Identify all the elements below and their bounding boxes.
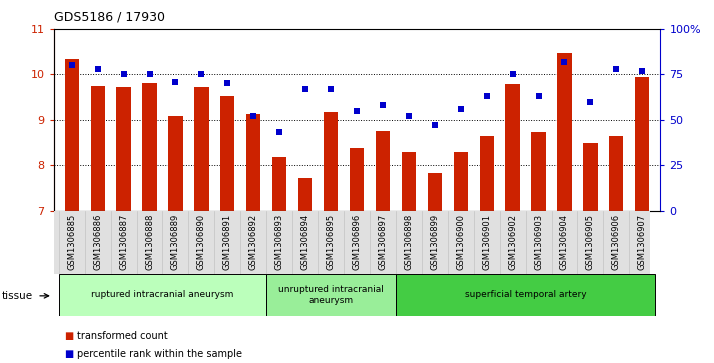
Point <box>481 93 493 99</box>
Bar <box>635 77 650 211</box>
Point <box>273 130 285 135</box>
Bar <box>59 274 266 316</box>
Point <box>221 81 233 86</box>
Text: GSM1306899: GSM1306899 <box>431 214 439 270</box>
Text: GSM1306906: GSM1306906 <box>612 214 621 270</box>
Point <box>585 99 596 105</box>
Text: GSM1306900: GSM1306900 <box>456 214 466 270</box>
Bar <box>531 132 545 211</box>
Point <box>455 106 466 112</box>
Text: GSM1306897: GSM1306897 <box>378 214 388 270</box>
Text: unruptured intracranial
aneurysm: unruptured intracranial aneurysm <box>278 285 384 305</box>
Text: GSM1306888: GSM1306888 <box>145 214 154 270</box>
Bar <box>266 274 396 316</box>
Text: GSM1306905: GSM1306905 <box>586 214 595 270</box>
Text: GSM1306890: GSM1306890 <box>197 214 206 270</box>
Text: superficial temporal artery: superficial temporal artery <box>465 290 586 299</box>
Text: GSM1306904: GSM1306904 <box>560 214 569 270</box>
Text: GSM1306886: GSM1306886 <box>93 214 102 270</box>
Bar <box>396 274 655 316</box>
Text: GSM1306907: GSM1306907 <box>638 214 647 270</box>
Point <box>196 72 207 77</box>
Bar <box>194 87 208 211</box>
Text: GSM1306887: GSM1306887 <box>119 214 128 270</box>
Text: GSM1306903: GSM1306903 <box>534 214 543 270</box>
Bar <box>169 116 183 211</box>
Bar <box>480 136 494 211</box>
Bar <box>116 87 131 211</box>
Bar <box>220 96 234 211</box>
Bar <box>609 136 623 211</box>
Point <box>170 79 181 85</box>
Text: transformed count: transformed count <box>77 331 168 341</box>
Bar <box>246 114 261 211</box>
Point <box>637 68 648 74</box>
Point <box>144 72 155 77</box>
Bar <box>376 131 390 211</box>
Point <box>248 113 259 119</box>
Bar <box>506 85 520 211</box>
Point <box>92 66 104 72</box>
Text: GSM1306898: GSM1306898 <box>404 214 413 270</box>
Bar <box>428 173 442 211</box>
Text: GSM1306896: GSM1306896 <box>353 214 361 270</box>
Point <box>533 93 544 99</box>
Point <box>507 72 518 77</box>
Point <box>299 86 311 92</box>
Text: GDS5186 / 17930: GDS5186 / 17930 <box>54 11 164 24</box>
Bar <box>91 86 105 211</box>
Bar <box>558 53 572 211</box>
Bar <box>402 152 416 211</box>
Text: GSM1306901: GSM1306901 <box>482 214 491 270</box>
Text: GSM1306902: GSM1306902 <box>508 214 517 270</box>
Text: GSM1306889: GSM1306889 <box>171 214 180 270</box>
Bar <box>583 143 598 211</box>
Text: GSM1306893: GSM1306893 <box>275 214 283 270</box>
Point <box>326 86 337 92</box>
Text: GSM1306891: GSM1306891 <box>223 214 232 270</box>
Text: GSM1306894: GSM1306894 <box>301 214 310 270</box>
Point <box>429 122 441 128</box>
Text: percentile rank within the sample: percentile rank within the sample <box>77 349 242 359</box>
Bar <box>64 58 79 211</box>
Text: GSM1306885: GSM1306885 <box>67 214 76 270</box>
Point <box>610 66 622 72</box>
Bar <box>142 82 156 211</box>
Bar <box>453 152 468 211</box>
Bar <box>272 157 286 211</box>
Bar <box>298 178 312 211</box>
Text: ■: ■ <box>64 331 74 341</box>
Text: tissue: tissue <box>2 291 34 301</box>
Point <box>377 102 388 108</box>
Bar <box>324 112 338 211</box>
Bar <box>350 148 364 211</box>
Point <box>403 113 415 119</box>
Point <box>351 108 363 114</box>
Text: GSM1306892: GSM1306892 <box>248 214 258 270</box>
Point <box>559 59 570 65</box>
Point <box>66 62 77 68</box>
Text: GSM1306895: GSM1306895 <box>326 214 336 270</box>
Text: ruptured intracranial aneurysm: ruptured intracranial aneurysm <box>91 290 233 299</box>
Text: ■: ■ <box>64 349 74 359</box>
Point <box>118 72 129 77</box>
